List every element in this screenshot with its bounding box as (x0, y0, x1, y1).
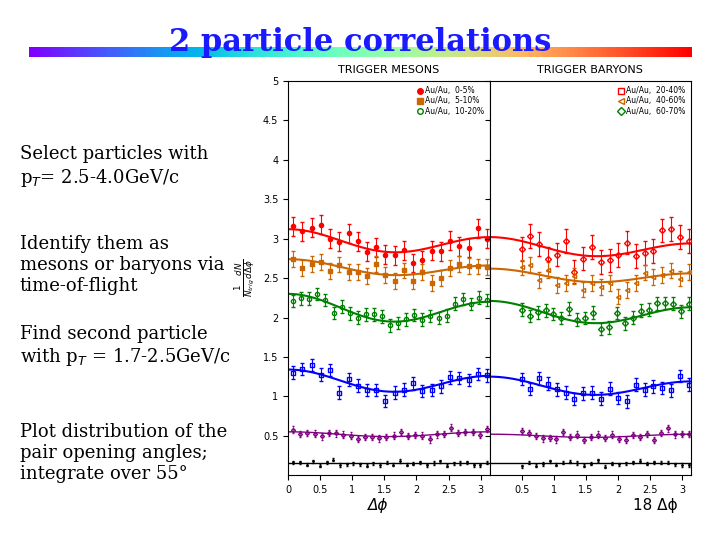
Text: Δϕ: Δϕ (368, 498, 388, 514)
Text: 18 Δϕ: 18 Δϕ (633, 498, 678, 514)
Text: Plot distribution of the
pair opening angles;
integrate over 55°: Plot distribution of the pair opening an… (19, 423, 227, 483)
Y-axis label: $\frac{1}{N_{trig}} \frac{dN}{d\Delta\phi}$: $\frac{1}{N_{trig}} \frac{dN}{d\Delta\ph… (233, 259, 257, 297)
Legend: Au/Au,  20-40%, Au/Au,  40-60%, Au/Au,  60-70%: Au/Au, 20-40%, Au/Au, 40-60%, Au/Au, 60-… (616, 85, 688, 117)
Text: 2 particle correlations: 2 particle correlations (168, 27, 552, 58)
Text: Find second particle
with p$_T$ = 1.7-2.5GeV/c: Find second particle with p$_T$ = 1.7-2.… (19, 325, 230, 368)
Text: Identify them as
mesons or baryons via
time-of-flight: Identify them as mesons or baryons via t… (19, 235, 224, 295)
Title: TRIGGER MESONS: TRIGGER MESONS (338, 65, 439, 75)
Legend: Au/Au,  0-5%, Au/Au,  5-10%, Au/Au,  10-20%: Au/Au, 0-5%, Au/Au, 5-10%, Au/Au, 10-20% (415, 85, 486, 117)
Text: Select particles with
p$_T$= 2.5-4.0GeV/c: Select particles with p$_T$= 2.5-4.0GeV/… (19, 145, 208, 188)
Title: TRIGGER BARYONS: TRIGGER BARYONS (537, 65, 644, 75)
